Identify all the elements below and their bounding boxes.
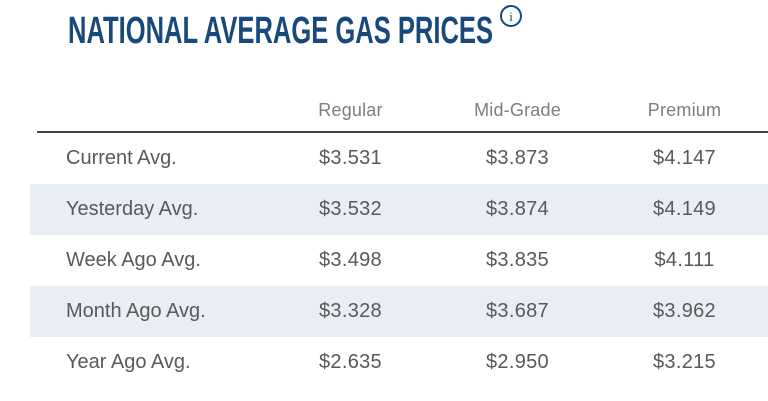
price-cell-regular: $2.635 (319, 351, 382, 373)
price-cell-midgrade: $3.687 (486, 300, 549, 322)
column-header-midgrade: Mid-Grade (474, 100, 561, 120)
price-cell-premium: $3.962 (653, 300, 716, 322)
table-header-row: Regular Mid-Grade Premium (0, 90, 768, 131)
column-header-premium: Premium (647, 100, 722, 120)
price-cell-regular: $3.531 (319, 147, 382, 169)
price-cell-regular: $3.498 (319, 249, 382, 271)
table-row-year-ago: Year Ago Avg. $2.635 $2.950 $3.215 (30, 337, 768, 388)
price-cell-regular: $3.328 (319, 300, 382, 322)
row-label: Yesterday Avg. (66, 198, 199, 220)
price-cell-premium: $4.149 (653, 198, 716, 220)
row-label: Year Ago Avg. (66, 351, 191, 373)
price-cell-premium: $4.111 (654, 249, 715, 271)
table-row-month-ago: Month Ago Avg. $3.328 $3.687 $3.962 (30, 286, 768, 337)
column-header-regular: Regular (318, 100, 383, 120)
row-label: Month Ago Avg. (66, 300, 206, 322)
price-cell-midgrade: $2.950 (486, 351, 549, 373)
table-row-yesterday: Yesterday Avg. $3.532 $3.874 $4.149 (30, 184, 768, 235)
page-title-canvas: NATIONAL AVERAGE GAS PRICES (68, 10, 493, 50)
price-cell-midgrade: $3.873 (486, 147, 549, 169)
info-icon[interactable]: i (500, 5, 522, 27)
row-label: Current Avg. (66, 147, 177, 169)
price-cell-premium: $4.147 (653, 147, 716, 169)
price-cell-midgrade: $3.835 (486, 249, 549, 271)
price-cell-premium: $3.215 (653, 351, 716, 373)
table-row-week-ago: Week Ago Avg. $3.498 $3.835 $4.111 (30, 235, 768, 286)
gas-prices-table: Regular Mid-Grade Premium Current Avg. $… (0, 90, 768, 388)
price-cell-regular: $3.532 (319, 198, 382, 220)
page-title: NATIONAL AVERAGE GAS PRICES (68, 10, 493, 50)
table-row-current: Current Avg. $3.531 $3.873 $4.147 (30, 133, 768, 184)
price-cell-midgrade: $3.874 (486, 198, 549, 220)
header-divider (37, 131, 768, 133)
info-icon-glyph: i (509, 8, 513, 24)
row-label: Week Ago Avg. (66, 249, 201, 271)
